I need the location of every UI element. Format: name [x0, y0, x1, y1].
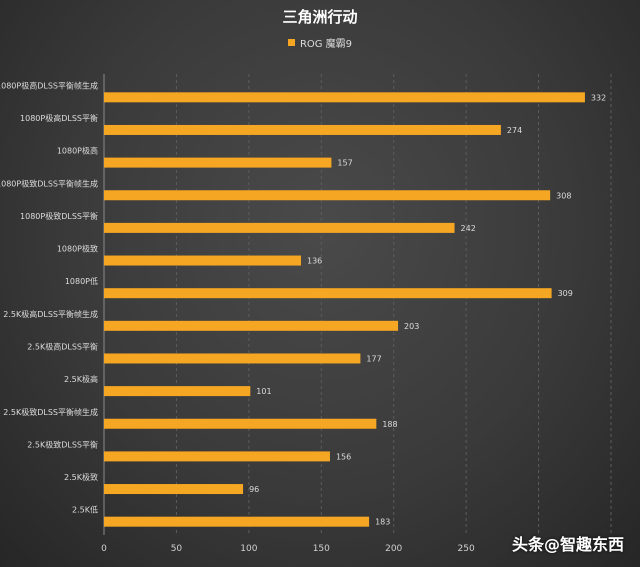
bar: [104, 418, 377, 429]
bar: [104, 386, 251, 397]
bar: [104, 222, 455, 233]
value-label: 203: [404, 322, 419, 331]
chart-legend: ROG 魔霸9: [0, 35, 640, 50]
category-label: 1080P极致DLSS平衡: [20, 211, 98, 221]
value-label: 332: [591, 93, 606, 102]
category-label: 2.5K极致DLSS平衡: [27, 439, 98, 449]
bar: [104, 451, 330, 462]
category-label: 2.5K极致DLSS平衡帧生成: [3, 407, 98, 417]
value-label: 96: [249, 485, 259, 494]
category-label: 1080P极致DLSS平衡帧生成: [0, 178, 98, 188]
category-label: 2.5K极高DLSS平衡帧生成: [3, 309, 98, 319]
category-label: 1080P极高: [57, 146, 98, 156]
bar: [104, 516, 370, 527]
value-label: 274: [507, 126, 522, 135]
value-label: 183: [375, 518, 390, 527]
bar: [104, 484, 244, 495]
category-label: 2.5K低: [72, 505, 98, 515]
x-tick-label: 100: [240, 544, 257, 554]
x-tick-label: 250: [458, 544, 475, 554]
value-label: 156: [336, 452, 351, 461]
value-label: 308: [556, 191, 571, 200]
category-label: 1080P极高DLSS平衡帧生成: [0, 80, 98, 90]
x-tick-label: 50: [171, 544, 183, 554]
category-label: 1080P极高DLSS平衡: [20, 113, 98, 123]
category-label: 1080P极致: [57, 244, 98, 254]
bar: [104, 320, 399, 331]
category-label: 2.5K极高: [64, 374, 98, 384]
value-label: 101: [256, 387, 271, 396]
x-tick-label: 150: [313, 544, 330, 554]
bar: [104, 255, 302, 266]
category-label: 2.5K极致: [64, 472, 98, 482]
x-tick-label: 0: [101, 544, 107, 554]
bar: [104, 288, 552, 299]
category-label: 2.5K极高DLSS平衡: [27, 341, 98, 351]
category-label: 1080P低: [65, 276, 98, 286]
bar: [104, 92, 585, 103]
bar: [104, 190, 551, 201]
value-label: 309: [558, 289, 573, 298]
value-label: 136: [307, 257, 322, 266]
legend-swatch: [287, 39, 295, 46]
value-label: 242: [461, 224, 476, 233]
value-label: 177: [366, 354, 381, 363]
legend-label: ROG 魔霸9: [299, 39, 353, 50]
bar: [104, 353, 361, 364]
value-label: 188: [382, 420, 397, 429]
x-tick-label: 200: [385, 544, 402, 554]
bar: [104, 157, 332, 168]
bar: [104, 124, 501, 135]
watermark: 头条@智趣东西: [511, 535, 624, 554]
chart-title: 三角洲行动: [282, 8, 358, 26]
value-label: 157: [337, 159, 352, 168]
